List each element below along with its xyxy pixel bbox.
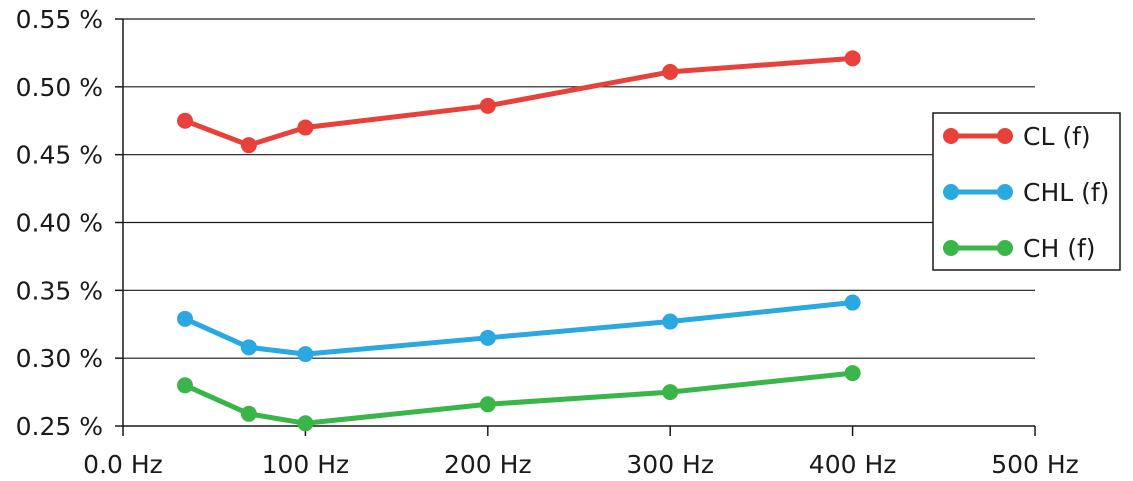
series-2 [177,365,861,432]
series-line [182,300,856,357]
legend-label: CHL (f) [1023,178,1109,207]
data-point [177,377,194,394]
legend-item: CL (f) [943,122,1091,151]
data-point [844,365,861,382]
y-tick-label: 0.40 % [16,209,103,238]
series-line [182,370,856,426]
x-tick-label: 300 Hz [626,450,714,479]
data-point [844,50,861,67]
x-tick-label: 500 Hz [991,450,1079,479]
data-point [662,384,679,401]
legend-swatch-marker [997,240,1013,256]
y-tick-label: 0.35 % [16,276,103,305]
data-point [297,346,314,363]
x-tick-label: 0.0 Hz [83,450,163,479]
data-point [479,329,496,346]
legend-label: CH (f) [1023,234,1096,263]
axes [115,18,1036,436]
series-1 [177,294,861,363]
y-tick-label: 0.45 % [16,141,103,170]
data-point [240,405,257,422]
data-point [479,97,496,114]
x-tick-label: 100 Hz [262,450,350,479]
data-point [844,294,861,311]
legend-swatch-marker [997,184,1013,200]
legend: CL (f) CHL (f) CH (f) [932,112,1121,271]
data-point [177,112,194,129]
legend-swatch-marker [943,240,959,256]
legend-item: CHL (f) [943,178,1109,207]
data-point [177,310,194,327]
data-point [240,339,257,356]
legend-swatch-marker [997,128,1013,144]
data-point [479,396,496,413]
y-tick-label: 0.50 % [16,73,103,102]
series-0 [177,50,861,154]
data-point [240,137,257,154]
data-point [297,415,314,432]
grid-lines [123,18,1035,359]
data-point [662,63,679,80]
legend-item: CH (f) [943,234,1096,263]
y-tick-labels: 0.25 % 0.30 % 0.35 % 0.40 % 0.45 % 0.50 % 0.55… [16,5,103,441]
y-tick-label: 0.30 % [16,344,103,373]
legend-label: CL (f) [1023,122,1091,151]
legend-swatch-marker [943,128,959,144]
x-tick-label: 200 Hz [444,450,532,479]
series-line [182,55,856,148]
data-point [297,119,314,136]
data-point [662,313,679,330]
y-tick-label: 0.25 % [16,412,103,441]
y-tick-label: 0.55 % [16,5,103,34]
legend-swatch-marker [943,184,959,200]
x-tick-label: 400 Hz [809,450,897,479]
x-tick-labels: 0.0 Hz 100 Hz 200 Hz 300 Hz 400 Hz 500 Hz [83,450,1079,479]
series-lines [177,50,861,432]
